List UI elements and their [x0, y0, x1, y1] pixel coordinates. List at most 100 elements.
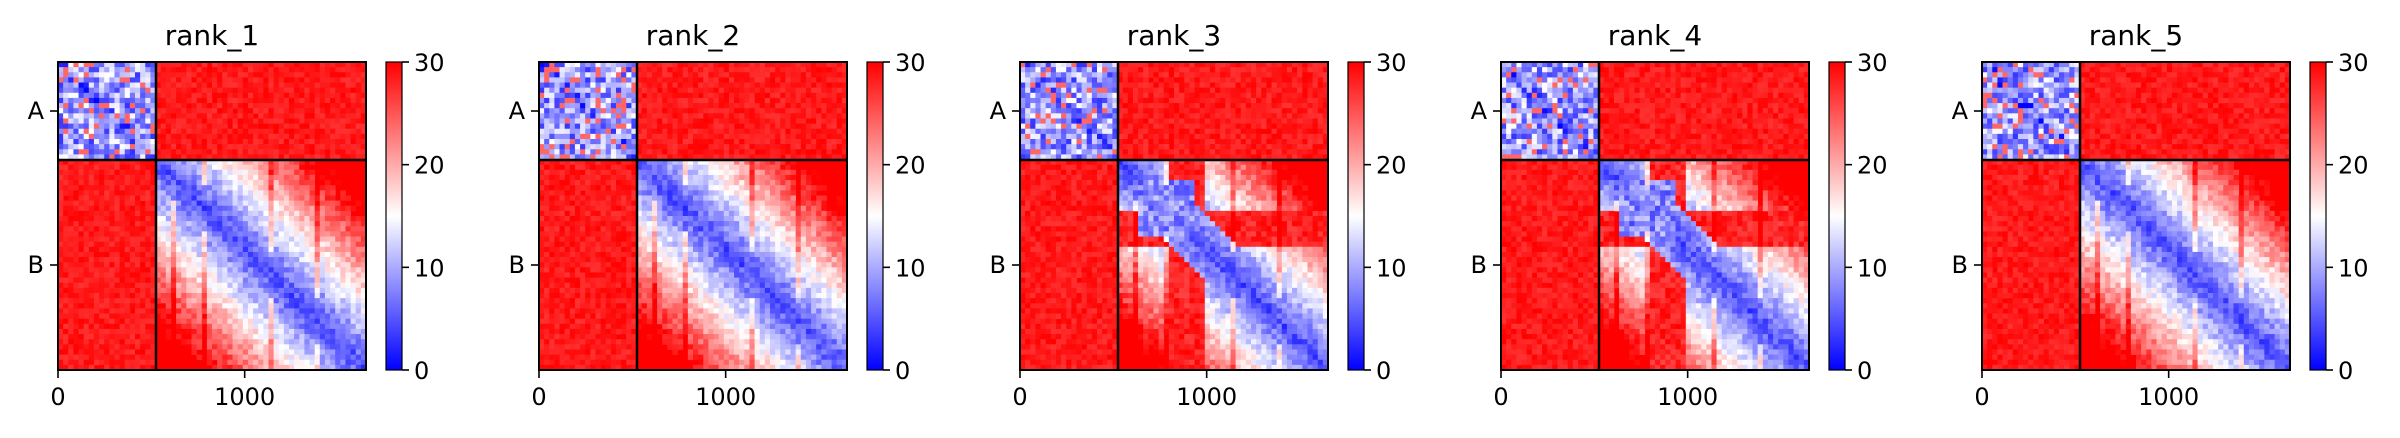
heatmap-cell — [595, 82, 601, 89]
heatmap-cell — [78, 339, 85, 345]
heatmap-cell — [785, 144, 791, 150]
heatmap-cell — [155, 236, 162, 243]
heatmap-cell — [63, 318, 69, 325]
heatmap-cell — [728, 144, 735, 150]
heatmap-cell — [744, 133, 750, 140]
heatmap-cell — [278, 62, 285, 68]
heatmap-cell — [160, 174, 167, 181]
heatmap-cell — [651, 97, 658, 104]
heatmap-cell — [268, 318, 274, 325]
heatmap-cell — [263, 72, 269, 78]
heatmap-cell — [324, 108, 331, 114]
heatmap-cell — [206, 354, 213, 361]
heatmap-cell — [165, 272, 172, 278]
heatmap-cell — [770, 139, 776, 145]
heatmap-cell — [63, 226, 69, 232]
heatmap-cell — [135, 226, 141, 232]
heatmap-cell — [631, 118, 637, 124]
heatmap-cell — [723, 180, 730, 186]
heatmap-cell — [160, 159, 167, 166]
heatmap-cell — [785, 87, 791, 94]
heatmap-cell — [119, 164, 126, 171]
heatmap-cell — [258, 154, 264, 160]
heatmap-cell — [212, 139, 218, 145]
heatmap-cell — [160, 133, 167, 140]
heatmap-cell — [294, 113, 300, 119]
heatmap-cell — [273, 205, 280, 212]
heatmap-cell — [790, 92, 797, 99]
heatmap-cell — [580, 159, 586, 166]
heatmap-cell — [309, 62, 316, 68]
heatmap-cell — [340, 349, 346, 355]
heatmap-cell — [78, 210, 85, 217]
heatmap-cell — [247, 303, 254, 309]
heatmap-cell — [165, 87, 172, 94]
heatmap-cell — [559, 159, 566, 166]
heatmap-cell — [754, 72, 761, 78]
heatmap-cell — [324, 133, 331, 140]
heatmap-cell — [718, 97, 725, 104]
heatmap-cell — [564, 108, 571, 114]
heatmap-cell — [283, 287, 290, 294]
heatmap-cell — [170, 159, 177, 166]
heatmap-cell — [145, 267, 151, 273]
heatmap-cell — [677, 113, 684, 119]
plot-frame — [57, 61, 367, 371]
heatmap-cell — [191, 267, 197, 273]
heatmap-cell — [232, 334, 239, 340]
heatmap-cell — [770, 118, 776, 124]
heatmap-cell — [109, 210, 115, 217]
heatmap-cell — [263, 303, 269, 309]
heatmap-cell — [186, 313, 192, 320]
heatmap-cell — [826, 144, 832, 150]
heatmap-cell — [289, 154, 295, 160]
heatmap-cell — [805, 149, 812, 155]
heatmap-cell — [283, 195, 290, 201]
heatmap-cell — [227, 216, 233, 222]
heatmap-cell — [289, 236, 295, 243]
heatmap-cell — [749, 82, 755, 89]
heatmap-cell — [775, 164, 781, 171]
heatmap-cell — [355, 344, 362, 350]
heatmap-cell — [294, 354, 300, 361]
heatmap-cell — [360, 216, 367, 222]
heatmap-cell — [242, 298, 249, 304]
heatmap-cell — [775, 118, 781, 124]
heatmap-cell — [836, 118, 843, 124]
heatmap-cell — [304, 328, 310, 335]
heatmap-cell — [790, 190, 797, 196]
heatmap-cell — [258, 62, 264, 68]
heatmap-cell — [821, 108, 827, 114]
heatmap-cell — [83, 359, 90, 366]
heatmap-cell — [212, 154, 218, 160]
heatmap-cell — [217, 77, 223, 83]
heatmap-cell — [170, 251, 177, 258]
heatmap-cell — [253, 210, 259, 217]
heatmap-cell — [775, 190, 781, 196]
heatmap-cell — [268, 257, 274, 263]
heatmap-cell — [201, 262, 208, 268]
heatmap-cell — [759, 159, 766, 166]
heatmap-cell — [119, 118, 126, 124]
heatmap-cell — [114, 303, 120, 309]
heatmap-cell — [253, 118, 259, 124]
heatmap-cell — [335, 82, 341, 89]
heatmap-cell — [836, 72, 843, 78]
heatmap-cell — [129, 216, 136, 222]
heatmap-cell — [309, 293, 316, 299]
heatmap-cell — [196, 282, 203, 289]
heatmap-cell — [145, 221, 151, 227]
heatmap-cell — [145, 308, 151, 314]
heatmap-cell — [283, 364, 290, 371]
heatmap-cell — [217, 308, 223, 314]
heatmap-cell — [104, 231, 110, 237]
heatmap-cell — [165, 113, 172, 119]
heatmap-cell — [610, 159, 617, 166]
heatmap-cell — [330, 323, 336, 330]
heatmap-cell — [129, 328, 136, 335]
heatmap-cell — [114, 282, 120, 289]
heatmap-cell — [294, 174, 300, 181]
heatmap-cell — [242, 313, 249, 320]
heatmap-cell — [104, 359, 110, 366]
heatmap-cell — [703, 164, 709, 171]
